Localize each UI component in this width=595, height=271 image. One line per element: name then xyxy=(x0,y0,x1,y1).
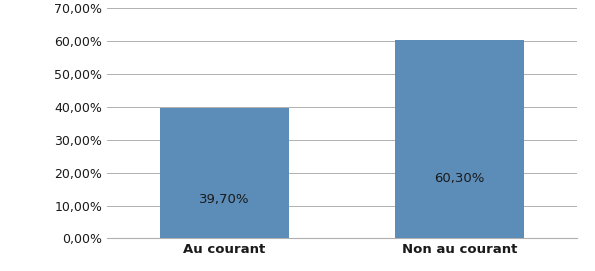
Bar xyxy=(395,40,524,238)
Bar xyxy=(160,108,289,238)
Text: 39,70%: 39,70% xyxy=(199,193,250,206)
Text: 60,30%: 60,30% xyxy=(434,172,485,185)
